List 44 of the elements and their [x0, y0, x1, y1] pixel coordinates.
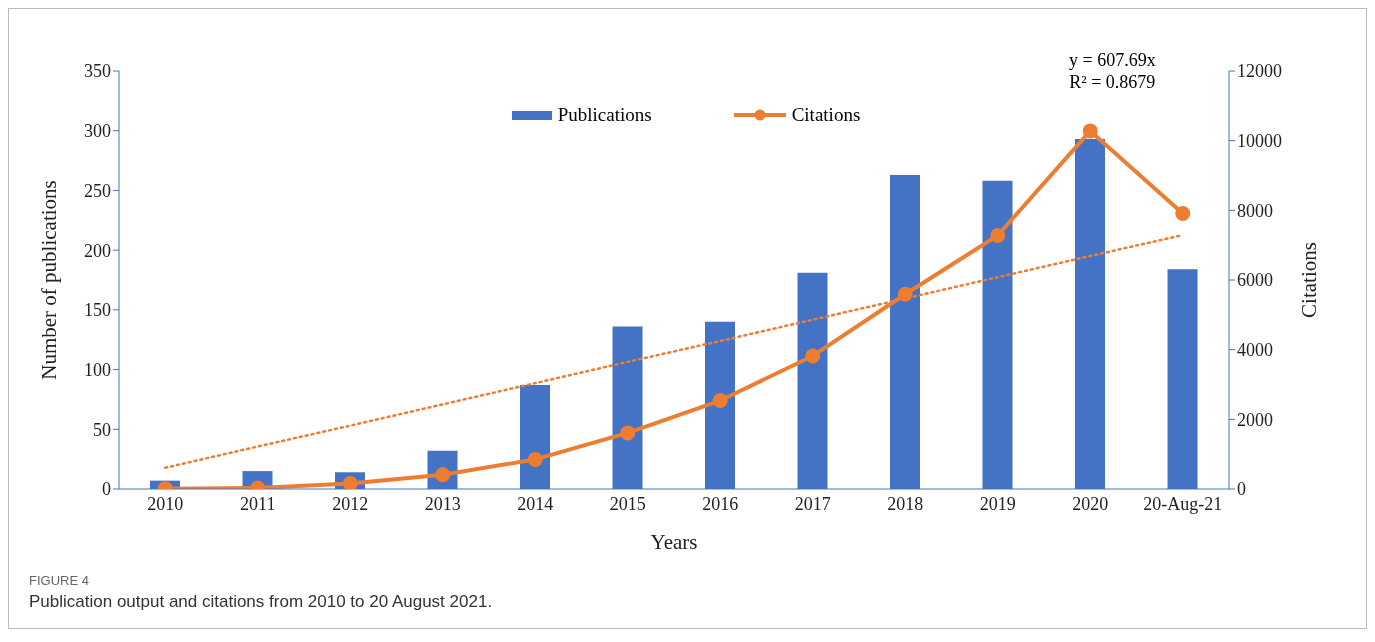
y-tick-label: 200 — [84, 240, 111, 261]
legend-label: Publications — [557, 104, 652, 126]
y-tick-label: 300 — [84, 121, 111, 142]
point — [527, 451, 543, 467]
x-tick-label: 2011 — [240, 493, 276, 514]
annotation: R² = 0.8679 — [1069, 71, 1156, 93]
x-tick-label: 2013 — [424, 493, 461, 514]
y2-tick-label: 8000 — [1237, 200, 1273, 221]
x-tick-label: 2014 — [517, 493, 554, 514]
y-tick-label: 50 — [93, 419, 111, 440]
y-tick-label: 0 — [102, 479, 111, 500]
y2-tick-label: 0 — [1237, 479, 1246, 500]
x-tick-label: 2020 — [1072, 493, 1109, 514]
y-tick-label: 100 — [84, 359, 111, 380]
y-tick-label: 250 — [84, 180, 111, 201]
point — [1175, 205, 1191, 221]
y2-tick-label: 2000 — [1237, 409, 1273, 430]
y-tick-label: 150 — [84, 300, 111, 321]
point — [620, 425, 636, 441]
x-tick-label: 20-Aug-21 — [1143, 493, 1223, 514]
y-tick-label: 350 — [84, 61, 111, 82]
x-tick-label: 2015 — [609, 493, 646, 514]
y2-tick-label: 4000 — [1237, 340, 1273, 361]
x-tick-label: 2017 — [794, 493, 831, 514]
x-tick-label: 2016 — [702, 493, 739, 514]
point — [712, 393, 728, 409]
point — [990, 227, 1006, 243]
text: Publication output and citations from 2010 to 20 August 2021. — [29, 592, 494, 612]
text: y = 607.69x — [1069, 49, 1156, 71]
y2-axis-title: Citations — [1297, 242, 1322, 318]
x-tick-label: 2019 — [979, 493, 1016, 514]
x-tick-label: 2012 — [332, 493, 369, 514]
y-axis-title: Number of publications — [37, 180, 62, 380]
caption: FIGURE 4 — [29, 573, 90, 588]
point — [805, 348, 821, 364]
point — [1082, 123, 1098, 139]
x-tick-label: 2018 — [887, 493, 924, 514]
x-tick-label: 2010 — [147, 493, 184, 514]
x-axis-title: Years — [650, 530, 698, 554]
y2-tick-label: 12000 — [1237, 61, 1282, 82]
y2-tick-label: 6000 — [1237, 270, 1273, 291]
point — [897, 286, 913, 302]
legend-label: Citations — [791, 104, 861, 126]
y2-tick-label: 10000 — [1237, 131, 1282, 152]
